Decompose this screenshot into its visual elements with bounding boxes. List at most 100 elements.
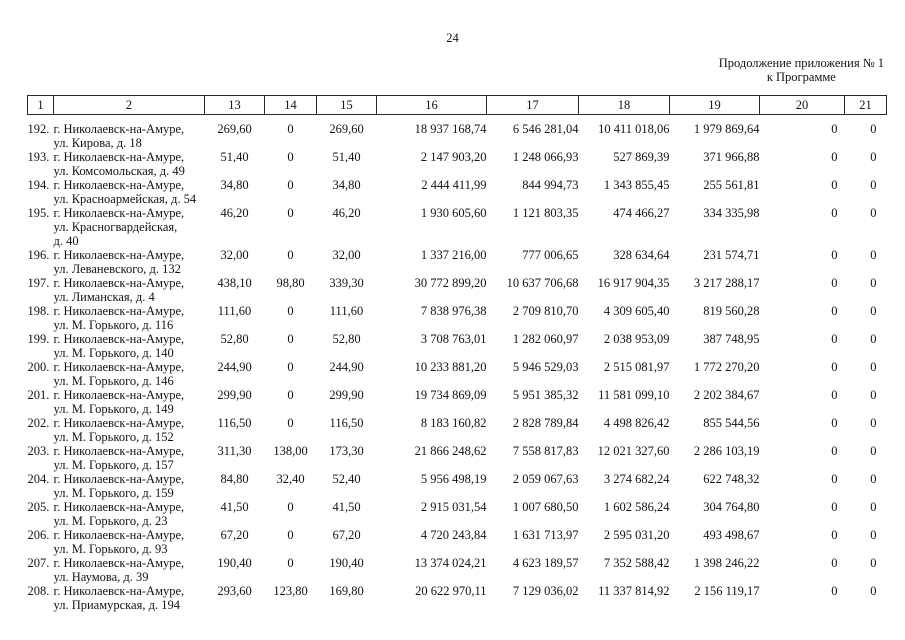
value-cell-13: 41,50 [220,500,249,514]
value-cell-17: 5 951 385,32 [512,388,579,402]
address-cell: г. Николаевск-на-Амуре, ул. М. Горького, … [54,304,205,332]
address-line: ул. Красноармейская, д. 54 [53,192,197,206]
table-row: 205. г. Николаевск-на-Амуре, ул. М. Горько… [28,500,887,528]
value-cell-16: 13 374 024,21 [414,556,487,570]
row-number-cell: 197. [27,276,50,290]
value-cell-16: 19 734 869,09 [414,388,487,402]
address-line: г. Николаевск-на-Амуре, [53,500,185,514]
column-header-14: 14 [264,95,317,115]
row-number-cell: 200. [27,360,50,374]
value-cell-18: 2 038 953,09 [603,332,670,346]
value-cell-17: 1 248 066,93 [512,150,579,164]
value-cell-17: 1 631 713,97 [512,528,579,542]
value-cell-18: 12 021 327,60 [597,444,670,458]
value-cell-15: 67,20 [332,528,361,542]
address-cell: г. Николаевск-на-Амуре, ул. М. Горького, … [54,388,205,416]
value-cell-15: 41,50 [332,500,361,514]
row-number-cell: 198. [27,304,50,318]
table-row: 200. г. Николаевск-на-Амуре, ул. М. Горько… [28,360,887,388]
value-cell-15: 116,50 [329,416,364,430]
value-cell-16: 2 915 031,54 [420,500,487,514]
value-cell-13: 269,60 [217,122,252,136]
table-row: 208. г. Николаевск-на-Амуре, ул. Приамурск… [28,584,887,612]
value-cell-18: 4 498 826,42 [603,416,670,430]
value-cell-19: 855 544,56 [703,416,760,430]
value-cell-20: 0 [831,332,838,346]
value-cell-14: 0 [287,122,294,136]
value-cell-19: 1 979 869,64 [693,122,760,136]
value-cell-21: 0 [870,444,877,458]
address-cell: г. Николаевск-на-Амуре, ул. М. Горького, … [54,472,205,500]
row-number-cell: 196. [27,248,50,262]
value-cell-18: 474 466,27 [613,206,670,220]
value-cell-18: 1 343 855,45 [603,178,670,192]
value-cell-20: 0 [831,276,838,290]
value-cell-18: 2 595 031,20 [603,528,670,542]
column-header-15: 15 [316,95,377,115]
address-line: ул. М. Горького, д. 93 [53,542,168,556]
value-cell-16: 5 956 498,19 [420,472,487,486]
value-cell-19: 1 398 246,22 [693,556,760,570]
address-line: ул. Приамурская, д. 194 [53,598,180,612]
row-number-cell: 192. [27,122,50,136]
value-cell-20: 0 [831,416,838,430]
value-cell-13: 34,80 [220,178,249,192]
column-header-1: 1 [27,95,54,115]
address-cell: г. Николаевск-на-Амуре, ул. Кирова, д. 18 [54,115,205,150]
column-header-18: 18 [578,95,670,115]
value-cell-13: 438,10 [217,276,252,290]
value-cell-13: 51,40 [220,150,249,164]
table-row: 195. г. Николаевск-на-Амуре, ул. Красногва… [28,206,887,248]
address-line: ул. М. Горького, д. 157 [53,458,174,472]
value-cell-14: 32,40 [276,472,305,486]
value-cell-16: 30 772 899,20 [414,276,487,290]
value-cell-15: 111,60 [329,304,364,318]
value-cell-21: 0 [870,178,877,192]
value-cell-18: 11 337 814,92 [598,584,670,598]
address-line: ул. М. Горького, д. 149 [53,402,174,416]
value-cell-18: 527 869,39 [613,150,670,164]
address-line: г. Николаевск-на-Амуре, [53,416,185,430]
value-cell-13: 84,80 [220,472,249,486]
value-cell-20: 0 [831,584,838,598]
value-cell-21: 0 [870,528,877,542]
address-line: г. Николаевск-на-Амуре, [53,150,185,164]
row-number-cell: 194. [27,178,50,192]
continuation-line2: к Программе [766,70,836,84]
address-cell: г. Николаевск-на-Амуре, ул. Лиманская, д.… [54,276,205,304]
value-cell-21: 0 [870,332,877,346]
value-cell-20: 0 [831,304,838,318]
value-cell-15: 52,40 [332,472,361,486]
value-cell-14: 0 [287,416,294,430]
value-cell-15: 52,80 [332,332,361,346]
value-cell-20: 0 [831,388,838,402]
address-cell: г. Николаевск-на-Амуре, ул. Леваневского,… [54,248,205,276]
value-cell-20: 0 [831,360,838,374]
value-cell-14: 0 [287,556,294,570]
value-cell-21: 0 [870,150,877,164]
value-cell-19: 387 748,95 [703,332,760,346]
table-row: 199. г. Николаевск-на-Амуре, ул. М. Горько… [28,332,887,360]
address-cell: г. Николаевск-на-Амуре, ул. Красногвардей… [54,206,205,248]
value-cell-13: 293,60 [217,584,252,598]
value-cell-21: 0 [870,206,877,220]
value-cell-16: 1 930 605,60 [420,206,487,220]
value-cell-21: 0 [870,416,877,430]
value-cell-17: 2 828 789,84 [512,416,579,430]
value-cell-19: 255 561,81 [703,178,760,192]
column-header-13: 13 [204,95,265,115]
address-line: д. 40 [53,234,79,248]
value-cell-15: 244,90 [329,360,364,374]
address-cell: г. Николаевск-на-Амуре, ул. Наумова, д. 3… [54,556,205,584]
value-cell-16: 20 622 970,11 [415,584,487,598]
address-line: г. Николаевск-на-Амуре, [53,584,185,598]
value-cell-20: 0 [831,556,838,570]
value-cell-17: 7 558 817,83 [512,444,579,458]
value-cell-19: 1 772 270,20 [693,360,760,374]
value-cell-19: 231 574,71 [703,248,760,262]
value-cell-20: 0 [831,528,838,542]
row-number-cell: 206. [27,528,50,542]
value-cell-20: 0 [831,122,838,136]
value-cell-17: 10 637 706,68 [506,276,579,290]
